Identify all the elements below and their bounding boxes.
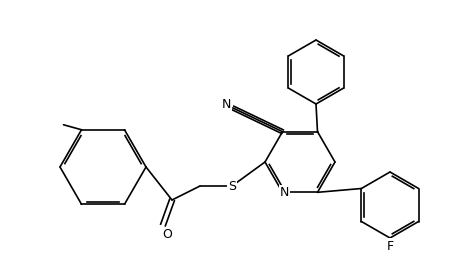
- Text: S: S: [228, 180, 236, 193]
- Text: N: N: [280, 186, 289, 199]
- Text: F: F: [386, 240, 394, 252]
- Text: N: N: [221, 98, 231, 112]
- Text: O: O: [162, 228, 172, 242]
